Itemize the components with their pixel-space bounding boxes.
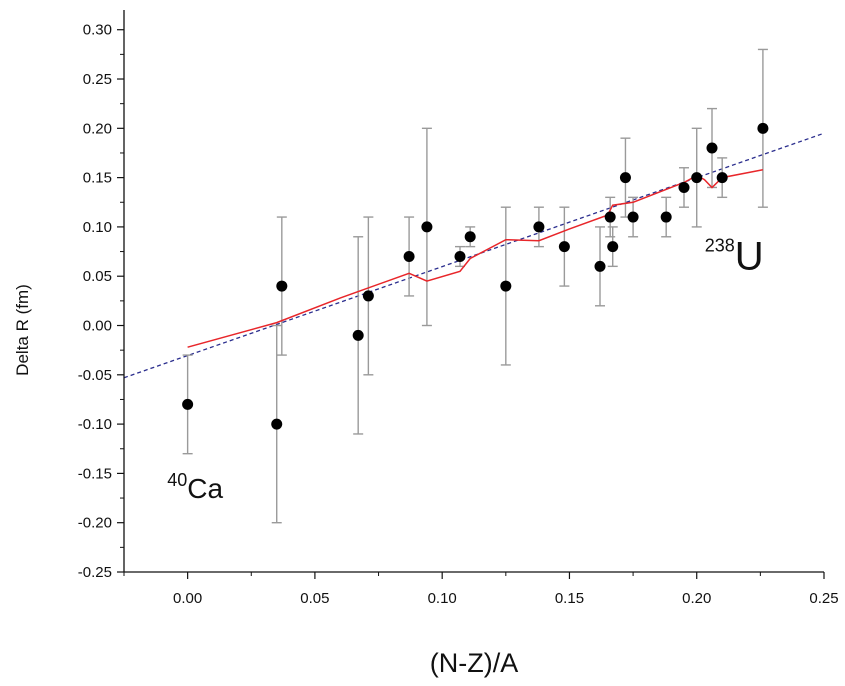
data-point — [691, 172, 703, 184]
data-point — [607, 241, 619, 253]
data-point — [594, 260, 606, 272]
data-point — [558, 241, 570, 253]
x-axis-title: (N-Z)/A — [430, 648, 518, 678]
data-point — [362, 290, 374, 302]
data-point — [619, 172, 631, 184]
y-tick-label: 0.20 — [83, 120, 112, 137]
x-tick-label: 0.10 — [428, 590, 457, 607]
data-point — [660, 211, 672, 223]
y-tick-label: -0.20 — [78, 515, 112, 532]
y-tick-label: -0.10 — [78, 416, 112, 433]
plot-area — [123, 48, 825, 524]
y-tick-label: 0.00 — [83, 318, 112, 335]
y-tick-label: -0.05 — [78, 367, 112, 384]
data-point — [757, 122, 769, 134]
fit-line — [123, 132, 825, 379]
data-point — [464, 231, 476, 243]
y-tick-label: -0.15 — [78, 465, 112, 482]
data-point — [706, 142, 718, 154]
y-tick-label: 0.10 — [83, 219, 112, 236]
y-tick-label: -0.25 — [78, 564, 112, 581]
data-point — [716, 172, 728, 184]
annotation-u238-element: U — [735, 234, 764, 278]
annotation-ca40-element: Ca — [187, 473, 223, 504]
x-tick-label: 0.25 — [809, 590, 838, 607]
data-point — [533, 221, 545, 233]
y-axis-title: Delta R (fm) — [13, 284, 32, 376]
y-tick-label: 0.25 — [83, 71, 112, 88]
annotation-ca40-mass: 40 — [167, 470, 187, 490]
x-tick-label: 0.05 — [300, 590, 329, 607]
labels: 0.00 0.05 0.10 0.15 0.20 0.25 0.30 0.25 0.20 0.15… — [78, 22, 839, 607]
data-point — [421, 221, 433, 233]
annotation-u238-mass: 238 — [705, 235, 735, 255]
x-tick-label: 0.15 — [555, 590, 584, 607]
data-point — [454, 250, 466, 262]
annotation-u238: 238U — [705, 234, 764, 278]
data-point — [182, 398, 194, 410]
data-point — [276, 280, 288, 292]
y-tick-label: 0.05 — [83, 268, 112, 285]
data-point — [627, 211, 639, 223]
x-tick-label: 0.20 — [682, 590, 711, 607]
data-point — [271, 418, 283, 430]
data-point — [500, 280, 512, 292]
x-tick-label: 0.00 — [173, 590, 202, 607]
y-tick-label: 0.30 — [83, 22, 112, 39]
axes — [117, 10, 825, 579]
data-point — [604, 211, 616, 223]
data-point — [678, 181, 690, 193]
data-point — [352, 329, 364, 341]
model-curve — [187, 168, 764, 348]
annotation-ca40: 40Ca — [167, 470, 223, 504]
y-tick-label: 0.15 — [83, 170, 112, 187]
data-point — [403, 250, 415, 262]
